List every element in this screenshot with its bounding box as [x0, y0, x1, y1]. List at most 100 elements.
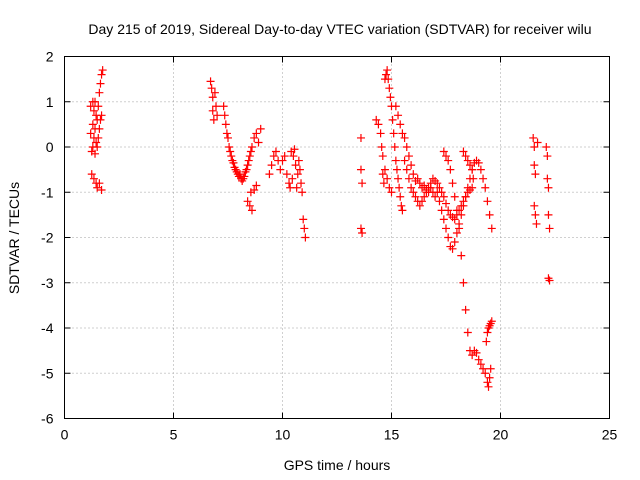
data-point-marker [409, 188, 418, 197]
data-point-marker [402, 143, 411, 151]
data-point-marker [531, 210, 540, 219]
y-tick-label: -4 [41, 320, 54, 336]
data-point-marker [391, 156, 400, 165]
data-point-marker [278, 156, 287, 165]
data-point-marker [89, 174, 98, 183]
data-point-marker [250, 133, 259, 142]
data-point-marker [439, 147, 448, 156]
data-point-marker [420, 181, 429, 190]
data-point-marker [219, 102, 228, 111]
data-point-marker [244, 156, 253, 165]
data-point-marker [481, 183, 490, 192]
y-tick-label: 2 [46, 49, 54, 65]
data-point-marker [407, 183, 416, 192]
data-point-marker [545, 224, 554, 233]
y-tick-labels: -6 -5 -4 -3 -2 -1 0 1 2 [41, 49, 54, 427]
y-tick-label: 1 [46, 94, 54, 110]
data-point-marker [397, 201, 406, 210]
data-point-marker [222, 129, 231, 138]
data-point-marker [93, 143, 102, 151]
data-point-marker [378, 170, 387, 179]
data-point-marker [465, 161, 474, 170]
data-point-marker [250, 185, 259, 194]
data-point-marker [452, 206, 461, 215]
data-point-marker [389, 129, 398, 138]
data-point-marker [86, 102, 95, 111]
data-point-marker [288, 174, 297, 183]
series-sdtvar [86, 66, 554, 391]
data-point-marker [86, 129, 95, 138]
data-point-marker [97, 185, 106, 194]
data-point-marker [210, 88, 219, 97]
data-point-marker [88, 120, 97, 129]
data-point-marker [418, 197, 427, 206]
data-point-marker [298, 188, 307, 197]
data-point-marker [267, 161, 276, 170]
data-point-marker [530, 201, 539, 210]
data-point-marker [450, 215, 459, 224]
x-tick-label: 20 [493, 427, 509, 443]
data-point-marker [442, 224, 450, 233]
data-point-marker [479, 364, 488, 373]
data-point-marker [225, 143, 234, 151]
data-point-marker [485, 210, 494, 219]
data-point-marker [290, 145, 299, 154]
data-point-marker [450, 192, 459, 201]
data-point-marker [276, 165, 285, 174]
data-point-marker [476, 165, 485, 174]
data-point-marker [356, 224, 365, 233]
data-point-marker [293, 170, 302, 179]
data-point-marker [385, 84, 394, 93]
data-point-marker [271, 147, 280, 156]
data-point-marker [398, 206, 407, 215]
data-point-marker [544, 183, 553, 192]
data-point-marker [404, 174, 413, 183]
data-point-marker [386, 93, 395, 102]
data-point-marker [269, 152, 278, 161]
data-point-marker [486, 364, 495, 373]
data-point-marker [243, 161, 252, 170]
data-point-marker [472, 348, 481, 357]
data-point-marker [474, 158, 483, 167]
data-point-marker [415, 179, 424, 188]
data-point-marker [95, 179, 104, 188]
data-point-marker [468, 351, 477, 360]
data-point-marker [476, 360, 485, 369]
data-point-marker [529, 133, 538, 142]
data-point-marker [461, 152, 470, 161]
data-point-marker [380, 165, 389, 174]
data-point-marker [442, 152, 450, 161]
data-point-marker [444, 206, 453, 215]
data-point-marker [437, 188, 446, 197]
data-point-marker [224, 133, 232, 142]
data-point-marker [388, 115, 397, 124]
data-point-marker [206, 77, 215, 86]
data-point-marker [294, 156, 303, 165]
data-point-marker [286, 183, 295, 192]
data-point-marker [543, 152, 552, 161]
data-point-marker [461, 305, 470, 314]
x-tick-label: 25 [602, 427, 618, 443]
data-point-marker [358, 179, 367, 188]
data-point-marker [96, 115, 105, 124]
data-point-marker [433, 179, 442, 188]
data-point-marker [483, 328, 492, 337]
plot-frame [64, 56, 610, 419]
data-point-marker [295, 165, 304, 174]
data-point-marker [479, 174, 488, 183]
data-point-marker [92, 138, 101, 147]
data-point-marker [379, 179, 388, 188]
data-point-marker [483, 197, 492, 206]
data-point-marker [95, 88, 104, 97]
data-point-marker [482, 337, 491, 346]
data-point-marker [376, 129, 385, 138]
data-point-marker [94, 133, 103, 142]
data-point-marker [545, 276, 554, 285]
data-point-marker [227, 152, 236, 161]
data-point-marker [212, 102, 221, 111]
data-point-marker [387, 188, 396, 197]
data-point-marker [93, 183, 102, 192]
data-point-marker [242, 165, 251, 174]
data-point-marker [213, 111, 222, 120]
